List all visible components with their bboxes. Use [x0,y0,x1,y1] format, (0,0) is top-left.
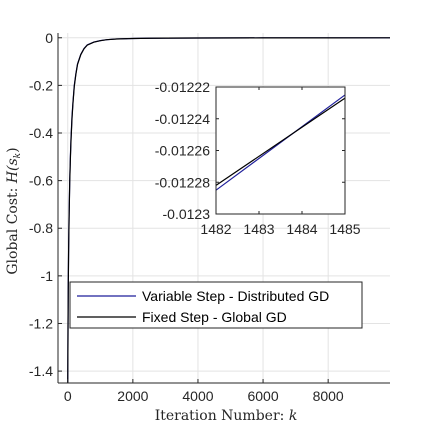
legend: Variable Step - Distributed GD Fixed Step… [69,281,363,329]
inset-series-line-1 [215,94,346,191]
y-tick-label: 0 [45,30,53,46]
y-axis-label-sub: k [13,153,23,158]
x-tick-label: 2000 [117,388,148,404]
y-tick-label: -1.2 [29,315,53,331]
y-axis-label-text: Global Cost: [5,183,21,274]
inset-tick-labels: 1482 1483 1484 1485 -0.01222 -0.01224 -0.01226… [155,79,361,237]
inset-y-tick-label: -0.01224 [155,111,210,127]
inset-x-tick-label: 1482 [200,221,231,237]
x-tick-label: 6000 [247,388,278,404]
inset-chart: 1482 1483 1484 1485 -0.01222 -0.01224 -0.01226… [155,79,361,237]
inset-y-tick-label: -0.0123 [163,206,211,222]
inset-y-tick-label: -0.01228 [155,174,210,190]
inset-background [216,87,345,214]
main-series-lines [67,37,390,383]
series-line-2 [67,37,390,383]
x-axis-label-text: Iteration Number: [155,408,289,424]
y-tick-label: -1 [41,268,54,284]
y-axis-label-var: H(s [5,158,21,184]
x-tick-label: 8000 [313,388,344,404]
inset-series-line-2 [215,97,346,186]
inset-x-tick-label: 1484 [286,221,317,237]
inset-axes [215,86,346,215]
y-tick-label: -0.2 [29,77,53,93]
y-tick-label: -0.8 [29,220,53,236]
legend-box [69,281,363,329]
y-tick-label: -0.4 [29,125,53,141]
inset-y-tick-label: -0.01222 [155,79,210,95]
x-axis-label-var: k [289,408,297,424]
x-tick-label: 4000 [182,388,213,404]
x-tick-label: 0 [64,388,72,404]
legend-label-1: Variable Step - Distributed GD [142,288,329,304]
y-axis-label-close: ) [5,147,21,152]
inset-x-tick-label: 1485 [329,221,360,237]
inset-y-tick-label: -0.01226 [155,143,210,159]
y-tick-label: -0.6 [29,173,53,189]
y-tick-label: -1.4 [29,363,53,379]
legend-label-2: Fixed Step - Global GD [142,309,287,325]
x-axis-label: Iteration Number: k [155,408,298,424]
inset-x-tick-label: 1483 [243,221,274,237]
main-axes [57,33,390,384]
y-axis-label: Global Cost: H(sk) [5,147,23,274]
main-tick-labels: 0 2000 4000 6000 8000 0 -0.2 -0.4 -0.6 -0.8 -1 -1.2… [29,30,344,404]
inset-series-lines [215,94,346,191]
